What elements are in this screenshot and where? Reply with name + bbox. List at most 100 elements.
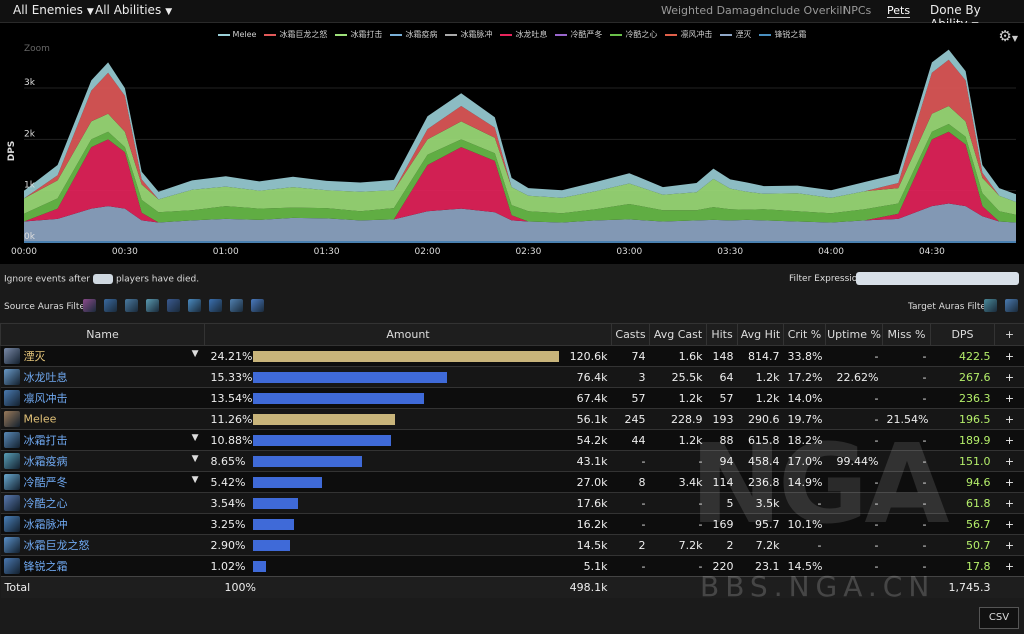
include-overkill-toggle[interactable]: Include Overkill <box>760 4 846 17</box>
pets-toggle[interactable]: Pets <box>887 4 911 18</box>
area-series[interactable] <box>24 106 1016 215</box>
legend-item[interactable]: 冷酷之心 <box>610 29 657 40</box>
ability-name-cell[interactable]: 冰霜疫病 ▼ <box>0 450 205 472</box>
area-series[interactable] <box>24 59 1016 202</box>
legend-item[interactable]: 冰霜疫病 <box>390 29 437 40</box>
ability-name-cell[interactable]: 冰霜打击 ▼ <box>0 429 205 451</box>
ability-name[interactable]: 冰霜脉冲 <box>23 518 68 531</box>
gear-icon[interactable]: ⚙▼ <box>998 27 1018 45</box>
table-row[interactable]: 凛风冲击 13.54% 67.4k 57 1.2k 57 1.2k 14.0% - -236.3 + <box>0 387 1024 409</box>
target-aura-icon[interactable] <box>984 299 997 312</box>
table-row[interactable]: 湮灭 ▼ 24.21% 120.6k 74 1.6k 148 814.7 33.8% - -422.… <box>0 345 1024 367</box>
col-dps[interactable]: DPS <box>930 323 995 346</box>
legend-item[interactable]: 冷酷严冬 <box>555 29 602 40</box>
table-row[interactable]: 冰霜巨龙之怒 2.90% 14.5k 2 7.2k 2 7.2k - - -50.7 + <box>0 534 1024 556</box>
area-series[interactable] <box>24 49 1016 202</box>
legend-item[interactable]: Melee <box>217 30 256 39</box>
col-amount[interactable]: Amount <box>204 323 612 346</box>
add-row-button[interactable]: + <box>994 387 1024 409</box>
ability-name[interactable]: 凛风冲击 <box>23 392 68 405</box>
col-miss[interactable]: Miss % <box>882 323 931 346</box>
add-row-button[interactable]: + <box>994 492 1024 514</box>
source-aura-icon[interactable] <box>188 299 201 312</box>
area-series[interactable] <box>24 203 1016 243</box>
ability-name-cell[interactable]: 冰霜脉冲 <box>0 513 205 535</box>
expand-arrow-icon[interactable]: ▼ <box>191 475 199 485</box>
npcs-toggle[interactable]: NPCs <box>843 4 872 17</box>
source-aura-icon[interactable] <box>146 299 159 312</box>
amount-value: 5.1k <box>583 560 608 573</box>
col-name[interactable]: Name <box>0 323 205 346</box>
legend-item[interactable]: 冰龙吐息 <box>500 29 547 40</box>
legend-item[interactable]: 冰霜巨龙之怒 <box>264 29 327 40</box>
source-aura-icon[interactable] <box>230 299 243 312</box>
table-row[interactable]: 冰霜疫病 ▼ 8.65% 43.1k - -94 458.4 17.0% 99.44% -151.… <box>0 450 1024 472</box>
ability-name-cell[interactable]: 冷酷严冬 ▼ <box>0 471 205 493</box>
ability-name-cell[interactable]: 冰霜巨龙之怒 <box>0 534 205 556</box>
add-row-button[interactable]: + <box>994 366 1024 388</box>
add-row-button[interactable]: + <box>994 345 1024 367</box>
ability-name[interactable]: 冷酷严冬 <box>23 476 68 489</box>
enemies-dropdown[interactable]: All Enemies ▼ <box>13 3 94 17</box>
ability-name-cell[interactable]: 冰龙吐息 <box>0 366 205 388</box>
source-aura-icon[interactable] <box>125 299 138 312</box>
add-row-button[interactable]: + <box>994 429 1024 451</box>
target-aura-icon[interactable] <box>1005 299 1018 312</box>
add-row-button[interactable]: + <box>994 555 1024 577</box>
legend-item[interactable]: 冰霜脉冲 <box>445 29 492 40</box>
ability-name[interactable]: 冰霜疫病 <box>23 455 68 468</box>
csv-export-button[interactable]: CSV <box>979 607 1019 629</box>
table-row[interactable]: 锋锐之霜 1.02% 5.1k - -220 23.1 14.5% - -17.8 + <box>0 555 1024 577</box>
table-row[interactable]: 冰霜打击 ▼ 10.88% 54.2k 44 1.2k 88 615.8 18.2% - -189.… <box>0 429 1024 451</box>
expand-arrow-icon[interactable]: ▼ <box>191 349 199 359</box>
expand-arrow-icon[interactable]: ▼ <box>191 454 199 464</box>
ability-name[interactable]: 冰龙吐息 <box>23 371 68 384</box>
amount-value: 120.6k <box>569 350 608 363</box>
col-avg-hit[interactable]: Avg Hit <box>737 323 784 346</box>
legend-item[interactable]: 湮灭 <box>720 29 751 40</box>
ignore-players-input[interactable] <box>92 274 113 284</box>
ability-name[interactable]: 冰霜巨龙之怒 <box>23 539 90 552</box>
add-row-button[interactable]: + <box>994 450 1024 472</box>
ability-name[interactable]: 冰霜打击 <box>23 434 68 447</box>
abilities-dropdown[interactable]: All Abilities ▼ <box>95 3 172 17</box>
ability-name-cell[interactable]: 凛风冲击 <box>0 387 205 409</box>
add-row-button[interactable]: + <box>994 408 1024 430</box>
ability-name-cell[interactable]: 冷酷之心 <box>0 492 205 514</box>
table-row[interactable]: 冷酷严冬 ▼ 5.42% 27.0k 8 3.4k 114 236.8 14.9% - -94.6 + <box>0 471 1024 493</box>
legend-item[interactable]: 冰霜打击 <box>335 29 382 40</box>
source-aura-icon[interactable] <box>83 299 96 312</box>
ability-name[interactable]: 锋锐之霜 <box>23 560 68 573</box>
source-aura-icon[interactable] <box>251 299 264 312</box>
ability-name-cell[interactable]: 湮灭 ▼ <box>0 345 205 367</box>
table-row[interactable]: Melee 11.26% 56.1k 245 228.9 193 290.6 19.7% -21… <box>0 408 1024 430</box>
table-row[interactable]: 冰龙吐息 15.33% 76.4k 3 25.5k 64 1.2k 17.2% 22.62% -2… <box>0 366 1024 388</box>
ability-name[interactable]: Melee <box>23 412 57 426</box>
col-crit[interactable]: Crit % <box>783 323 826 346</box>
expand-arrow-icon[interactable]: ▼ <box>191 433 199 443</box>
legend-item[interactable]: 锋锐之霜 <box>759 29 806 40</box>
add-row-button[interactable]: + <box>994 471 1024 493</box>
source-aura-icon[interactable] <box>104 299 117 312</box>
table-row[interactable]: 冰霜脉冲 3.25% 16.2k - -169 95.7 10.1% - -56.7 + <box>0 513 1024 535</box>
ability-name-cell[interactable]: 锋锐之霜 <box>0 555 205 577</box>
col-casts[interactable]: Casts <box>611 323 650 346</box>
legend-item[interactable]: 凛风冲击 <box>665 29 712 40</box>
source-aura-icon[interactable] <box>167 299 180 312</box>
ability-name-cell[interactable]: Melee <box>0 408 205 430</box>
table-row[interactable]: 冷酷之心 3.54% 17.6k - -5 3.5k - - -61.8 + <box>0 492 1024 514</box>
col-hits[interactable]: Hits <box>706 323 738 346</box>
col-avg-cast[interactable]: Avg Cast <box>649 323 707 346</box>
source-aura-icon[interactable] <box>209 299 222 312</box>
add-row-button[interactable]: + <box>994 534 1024 556</box>
ability-name[interactable]: 湮灭 <box>23 350 46 363</box>
weighted-damage-toggle[interactable]: Weighted Damage <box>661 4 763 17</box>
dps-chart[interactable]: Melee 冰霜巨龙之怒 冰霜打击 冰霜疫病 冰霜脉冲 冰龙吐息 冷酷严冬 冷酷之心 凛风冲击 湮… <box>0 23 1024 264</box>
ability-name[interactable]: 冷酷之心 <box>23 497 68 510</box>
legend-label: 冰霜巨龙之怒 <box>279 30 328 39</box>
col-add[interactable]: + <box>994 323 1024 346</box>
avg-cast-cell: - <box>649 492 707 514</box>
col-uptime[interactable]: Uptime % <box>825 323 883 346</box>
filter-expression-input[interactable] <box>856 272 1019 285</box>
add-row-button[interactable]: + <box>994 513 1024 535</box>
